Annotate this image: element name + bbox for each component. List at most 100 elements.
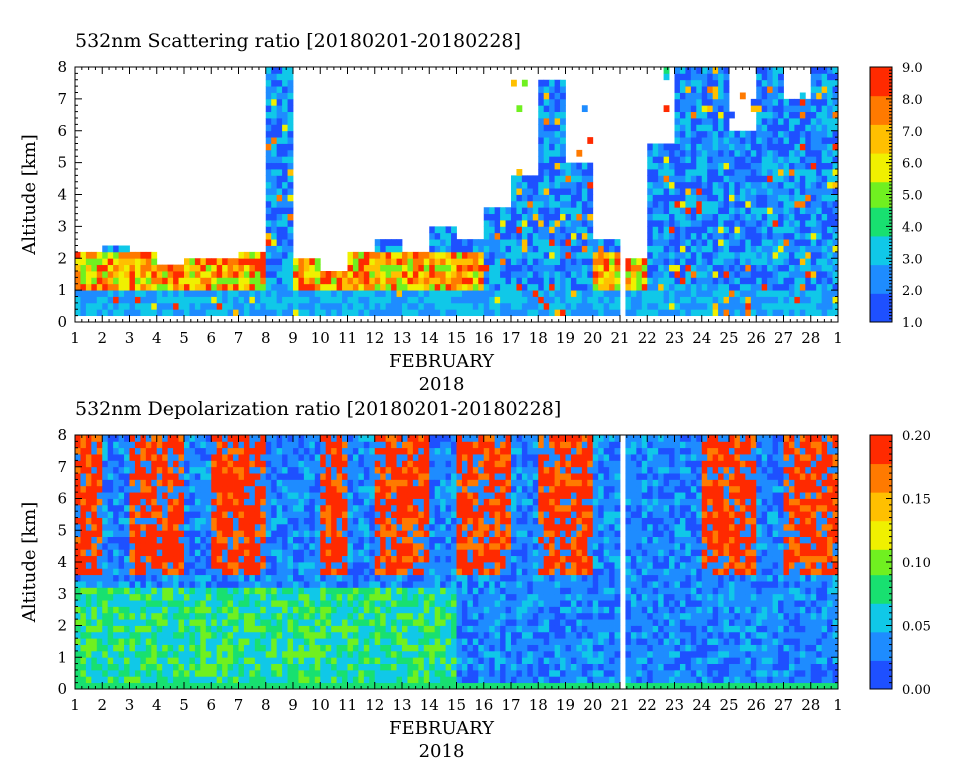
- heatmap-cell: [113, 594, 119, 601]
- heatmap-cell: [560, 112, 566, 119]
- heatmap-cell: [239, 543, 245, 550]
- heatmap-cell: [277, 575, 283, 582]
- heatmap-cell: [696, 284, 702, 291]
- heatmap-cell: [173, 303, 179, 310]
- heatmap-cell: [538, 265, 544, 272]
- heatmap-cell: [119, 505, 125, 512]
- heatmap-cell: [75, 638, 81, 645]
- heatmap-cell: [658, 277, 664, 284]
- heatmap-cell: [707, 246, 713, 253]
- heatmap-cell: [691, 112, 697, 119]
- heatmap-cell: [140, 258, 146, 265]
- heatmap-cell: [146, 613, 152, 620]
- heatmap-cell: [511, 271, 517, 278]
- heatmap-cell: [653, 207, 659, 214]
- colorbar-step: [870, 303, 892, 307]
- heatmap-cell: [713, 220, 719, 227]
- heatmap-cell: [200, 297, 206, 304]
- heatmap-cell: [522, 309, 528, 316]
- heatmap-cell: [576, 182, 582, 189]
- heatmap-cell: [358, 265, 364, 272]
- heatmap-cell: [827, 214, 833, 221]
- heatmap-cell: [805, 112, 811, 119]
- heatmap-cell: [184, 290, 190, 297]
- heatmap-cell: [200, 619, 206, 626]
- heatmap-cell: [228, 575, 234, 582]
- heatmap-cell: [413, 297, 419, 304]
- heatmap-cell: [713, 265, 719, 272]
- heatmap-cell: [228, 265, 234, 272]
- heatmap-cell: [200, 638, 206, 645]
- heatmap-cell: [805, 156, 811, 163]
- heatmap-cell: [75, 467, 81, 474]
- heatmap-cell: [691, 303, 697, 310]
- heatmap-cell: [266, 467, 272, 474]
- heatmap-cell: [773, 67, 779, 74]
- heatmap-cell: [304, 670, 310, 677]
- heatmap-cell: [113, 486, 119, 493]
- heatmap-cell: [816, 207, 822, 214]
- heatmap-cell: [685, 271, 691, 278]
- heatmap-cell: [130, 448, 136, 455]
- heatmap-cell: [304, 460, 310, 467]
- heatmap-cell: [271, 479, 277, 486]
- heatmap-cell: [647, 195, 653, 202]
- heatmap-cell: [424, 252, 430, 259]
- heatmap-cell: [598, 290, 604, 297]
- heatmap-cell: [222, 460, 228, 467]
- heatmap-cell: [587, 246, 593, 253]
- heatmap-cell: [767, 169, 773, 176]
- heatmap-cell: [222, 670, 228, 677]
- heatmap-cell: [298, 448, 304, 455]
- heatmap-cell: [418, 297, 424, 304]
- heatmap-cell: [418, 290, 424, 297]
- heatmap-cell: [691, 207, 697, 214]
- heatmap-cell: [173, 473, 179, 480]
- heatmap-cell: [239, 524, 245, 531]
- heatmap-cell: [762, 150, 768, 157]
- heatmap-cell: [538, 150, 544, 157]
- heatmap-cell: [440, 252, 446, 259]
- heatmap-cell: [669, 265, 675, 272]
- heatmap-cell: [298, 664, 304, 671]
- heatmap-cell: [658, 271, 664, 278]
- heatmap-cell: [113, 543, 119, 550]
- heatmap-cell: [173, 619, 179, 626]
- heatmap-cell: [734, 258, 740, 265]
- heatmap-cell: [773, 131, 779, 138]
- heatmap-cell: [249, 562, 255, 569]
- heatmap-cell: [108, 651, 114, 658]
- heatmap-cell: [228, 473, 234, 480]
- heatmap-cell: [800, 144, 806, 151]
- heatmap-cell: [740, 195, 746, 202]
- heatmap-cell: [734, 131, 740, 138]
- heatmap-cell: [734, 303, 740, 310]
- heatmap-cell: [816, 309, 822, 316]
- heatmap-cell: [500, 214, 506, 221]
- heatmap-cell: [636, 265, 642, 272]
- heatmap-cell: [293, 613, 299, 620]
- heatmap-cell: [91, 645, 97, 652]
- heatmap-cell: [516, 220, 522, 227]
- heatmap-cell: [255, 505, 261, 512]
- heatmap-cell: [745, 303, 751, 310]
- heatmap-cell: [566, 182, 572, 189]
- heatmap-cell: [435, 290, 441, 297]
- heatmap-cell: [239, 568, 245, 575]
- heatmap-cell: [576, 175, 582, 182]
- heatmap-cell: [271, 258, 277, 265]
- heatmap-cell: [685, 252, 691, 259]
- heatmap-cell: [762, 297, 768, 304]
- heatmap-cell: [179, 664, 185, 671]
- heatmap-cell: [827, 182, 833, 189]
- heatmap-cell: [184, 556, 190, 563]
- heatmap-cell: [713, 290, 719, 297]
- heatmap-cell: [102, 486, 108, 493]
- heatmap-cell: [604, 309, 610, 316]
- heatmap-cell: [184, 549, 190, 556]
- heatmap-cell: [348, 303, 354, 310]
- heatmap-cell: [255, 581, 261, 588]
- heatmap-cell: [653, 144, 659, 151]
- heatmap-cell: [751, 290, 757, 297]
- heatmap-cell: [636, 290, 642, 297]
